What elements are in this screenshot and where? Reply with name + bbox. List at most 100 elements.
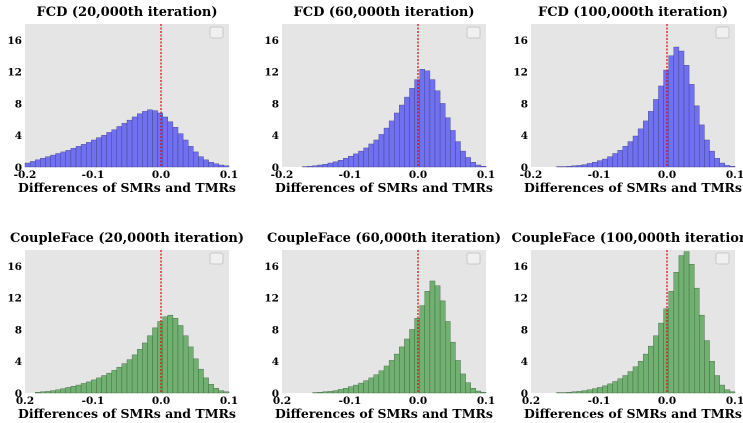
histogram-bar: [714, 158, 720, 168]
chart-title: FCD (100,000th iteration): [538, 5, 728, 20]
histogram-bar: [126, 119, 133, 168]
histogram-bar: [116, 126, 123, 168]
histogram-bar: [612, 381, 618, 394]
histogram-bar: [383, 127, 390, 168]
histogram-bar: [404, 96, 410, 168]
histogram-bar: [50, 154, 56, 168]
y-tick-label: 16: [264, 261, 279, 273]
histogram-bar: [602, 158, 608, 168]
histogram-bar: [455, 141, 461, 168]
histogram-bar: [704, 340, 710, 394]
histogram-bar: [581, 390, 588, 394]
histogram-bar: [111, 370, 117, 394]
histogram-bar: [80, 144, 87, 168]
y-tick-label: 12: [513, 293, 528, 305]
histogram-bar: [348, 156, 354, 168]
histogram-bar: [131, 116, 138, 168]
histogram-bar: [312, 165, 318, 168]
histogram-bar: [581, 164, 588, 168]
x-tick-label: 0.1: [220, 395, 238, 407]
histogram-bar: [152, 327, 158, 394]
histogram-bar: [673, 46, 680, 168]
histogram-bar: [709, 361, 715, 394]
y-tick-label: 0: [521, 388, 528, 400]
x-tick-label: 0.0: [409, 395, 427, 407]
histogram-bar: [632, 366, 639, 394]
histogram-bar: [729, 166, 736, 168]
histogram-bar: [475, 164, 482, 168]
x-tick-label: 0.2: [522, 395, 540, 407]
histogram-bar: [218, 164, 225, 168]
x-tick-label: -0.1: [339, 169, 362, 181]
histogram-bar: [203, 377, 209, 394]
y-tick-label: 0: [272, 162, 279, 174]
chart-title: CoupleFace (20,000th iteration): [10, 231, 244, 246]
y-tick-label: 4: [15, 130, 22, 142]
histogram-bar: [724, 165, 731, 168]
histogram-bar: [167, 121, 174, 168]
histogram-bar: [699, 124, 705, 168]
histogram-bar: [460, 373, 466, 394]
histogram-bar: [688, 264, 695, 394]
histogram-bar: [65, 150, 72, 168]
histogram-bar: [460, 150, 466, 168]
x-axis-label: Differences of SMRs and TMRs: [524, 406, 742, 421]
legend-box: [209, 252, 224, 265]
histogram-bar: [383, 365, 390, 394]
histogram-bar: [157, 321, 163, 394]
x-tick-label: -0.1: [588, 395, 611, 407]
histogram-bar: [213, 388, 219, 394]
histogram-bar: [131, 354, 138, 394]
y-tick-label: 12: [264, 293, 279, 305]
histogram-bar: [648, 111, 654, 168]
histogram-bar: [627, 371, 634, 394]
histogram-bar: [55, 389, 61, 394]
histogram-bar: [617, 378, 624, 394]
histogram-bar: [368, 377, 375, 394]
histogram-bar: [147, 335, 153, 394]
histogram-bar: [586, 163, 593, 168]
histogram-bar: [142, 342, 148, 394]
histogram-bar: [450, 130, 456, 168]
histogram-bar: [694, 105, 700, 168]
histogram-bar: [223, 165, 230, 168]
histogram-bar: [673, 272, 680, 394]
histogram-bar: [678, 50, 685, 168]
histogram-bar: [223, 391, 230, 394]
histogram-bar: [394, 112, 400, 168]
y-tick-label: 4: [272, 130, 279, 142]
x-tick-label: -0.1: [82, 169, 105, 181]
y-tick-label: 16: [7, 261, 22, 273]
histogram-bar: [388, 360, 395, 394]
y-tick-label: 16: [7, 35, 22, 47]
x-axis-label: Differences of SMRs and TMRs: [275, 406, 493, 421]
histogram-bar: [688, 84, 695, 168]
x-axis-label: Differences of SMRs and TMRs: [524, 180, 742, 195]
histogram-bar: [632, 135, 639, 168]
histogram-bar: [45, 156, 51, 168]
histogram-bar: [106, 372, 112, 394]
histogram-bar: [627, 141, 634, 168]
histogram-bar: [60, 388, 67, 394]
histogram-bar: [622, 146, 629, 168]
histogram-bar: [368, 143, 375, 168]
histogram-bar: [162, 116, 168, 168]
histogram-bar: [358, 150, 364, 168]
histogram-bar: [70, 386, 77, 394]
histogram-bar: [373, 139, 380, 168]
histogram-bar: [445, 321, 451, 394]
histogram-bar: [307, 166, 313, 168]
x-tick-label: 0.0: [152, 169, 170, 181]
histogram-bar: [637, 361, 644, 394]
histogram-bar: [399, 346, 405, 394]
histogram-bar: [648, 345, 654, 394]
histogram-bar: [480, 166, 487, 168]
histogram-bar: [607, 383, 613, 394]
chart-title: FCD (20,000th iteration): [37, 5, 218, 20]
histogram-bar: [658, 85, 664, 168]
histogram-bar: [404, 338, 410, 394]
histogram-bar: [399, 104, 405, 168]
histogram-bar: [709, 150, 715, 168]
